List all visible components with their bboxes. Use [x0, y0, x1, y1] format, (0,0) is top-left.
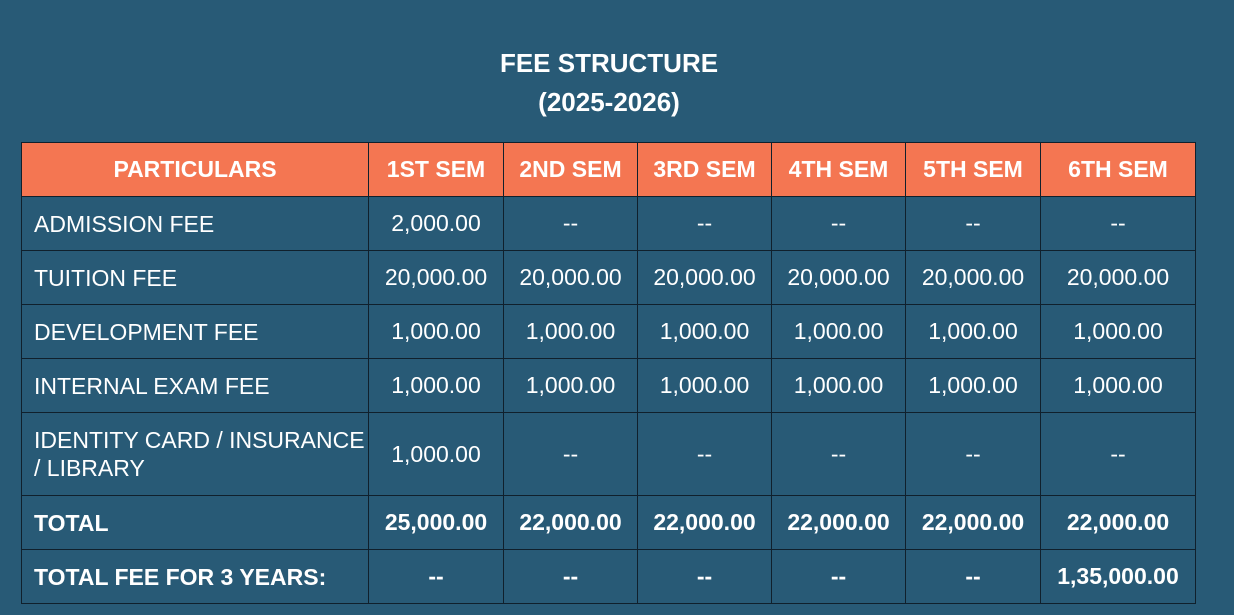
cell-sem-4: 1,000.00 — [771, 304, 906, 359]
cell-sem-1: 25,000.00 — [368, 495, 504, 550]
row-internal-exam-fee: INTERNAL EXAM FEE 1,000.00 1,000.00 1,00… — [21, 358, 1196, 413]
cell-sem-5: -- — [905, 196, 1041, 251]
header-particulars: PARTICULARS — [21, 142, 369, 197]
row-development-fee: DEVELOPMENT FEE 1,000.00 1,000.00 1,000.… — [21, 304, 1196, 359]
cell-sem-2: -- — [503, 196, 638, 251]
row-label: DEVELOPMENT FEE — [21, 304, 369, 359]
cell-sem-6: 1,35,000.00 — [1040, 549, 1196, 604]
cell-sem-3: 20,000.00 — [637, 250, 772, 305]
cell-sem-1: 1,000.00 — [368, 412, 504, 496]
cell-sem-3: 1,000.00 — [637, 358, 772, 413]
cell-sem-2: -- — [503, 549, 638, 604]
cell-sem-2: -- — [503, 412, 638, 496]
row-label: INTERNAL EXAM FEE — [21, 358, 369, 413]
row-total: TOTAL 25,000.00 22,000.00 22,000.00 22,0… — [21, 495, 1196, 550]
title-year: (2025-2026) — [538, 87, 680, 117]
cell-sem-4: 22,000.00 — [771, 495, 906, 550]
cell-sem-5: 20,000.00 — [905, 250, 1041, 305]
header-sem-4: 4TH SEM — [771, 142, 906, 197]
header-sem-1: 1ST SEM — [368, 142, 504, 197]
cell-sem-2: 22,000.00 — [503, 495, 638, 550]
cell-sem-1: 1,000.00 — [368, 358, 504, 413]
row-label: IDENTITY CARD / INSURANCE / LIBRARY — [21, 412, 369, 496]
header-sem-2: 2ND SEM — [503, 142, 638, 197]
cell-sem-5: 22,000.00 — [905, 495, 1041, 550]
row-admission-fee: ADMISSION FEE 2,000.00 -- -- -- -- -- — [21, 196, 1196, 251]
cell-sem-5: -- — [905, 412, 1041, 496]
cell-sem-2: 1,000.00 — [503, 358, 638, 413]
cell-sem-4: -- — [771, 196, 906, 251]
header-sem-6: 6TH SEM — [1040, 142, 1196, 197]
cell-sem-4: 20,000.00 — [771, 250, 906, 305]
cell-sem-2: 20,000.00 — [503, 250, 638, 305]
row-label: ADMISSION FEE — [21, 196, 369, 251]
cell-sem-3: -- — [637, 196, 772, 251]
row-identity-card-insurance-library: IDENTITY CARD / INSURANCE / LIBRARY 1,00… — [21, 412, 1196, 496]
cell-sem-6: 20,000.00 — [1040, 250, 1196, 305]
cell-sem-4: -- — [771, 549, 906, 604]
cell-sem-4: -- — [771, 412, 906, 496]
header-sem-5: 5TH SEM — [905, 142, 1041, 197]
cell-sem-4: 1,000.00 — [771, 358, 906, 413]
cell-sem-6: 1,000.00 — [1040, 358, 1196, 413]
row-total-fee-3-years: TOTAL FEE FOR 3 YEARS: -- -- -- -- -- 1,… — [21, 549, 1196, 604]
cell-sem-6: 22,000.00 — [1040, 495, 1196, 550]
cell-sem-6: -- — [1040, 412, 1196, 496]
row-label: TOTAL — [21, 495, 369, 550]
cell-sem-6: -- — [1040, 196, 1196, 251]
cell-sem-3: 22,000.00 — [637, 495, 772, 550]
cell-sem-1: 20,000.00 — [368, 250, 504, 305]
title-main: FEE STRUCTURE — [499, 48, 719, 78]
page-title: FEE STRUCTURE (2025-2026) — [0, 44, 1218, 122]
header-sem-3: 3RD SEM — [637, 142, 772, 197]
cell-sem-6: 1,000.00 — [1040, 304, 1196, 359]
table-header-row: PARTICULARS 1ST SEM 2ND SEM 3RD SEM 4TH … — [21, 142, 1196, 197]
cell-sem-1: -- — [368, 549, 504, 604]
cell-sem-3: 1,000.00 — [637, 304, 772, 359]
cell-sem-3: -- — [637, 412, 772, 496]
cell-sem-2: 1,000.00 — [503, 304, 638, 359]
cell-sem-5: -- — [905, 549, 1041, 604]
row-label: TUITION FEE — [21, 250, 369, 305]
cell-sem-3: -- — [637, 549, 772, 604]
cell-sem-1: 2,000.00 — [368, 196, 504, 251]
cell-sem-5: 1,000.00 — [905, 358, 1041, 413]
cell-sem-5: 1,000.00 — [905, 304, 1041, 359]
row-tuition-fee: TUITION FEE 20,000.00 20,000.00 20,000.0… — [21, 250, 1196, 305]
fee-structure-table: PARTICULARS 1ST SEM 2ND SEM 3RD SEM 4TH … — [21, 142, 1196, 604]
cell-sem-1: 1,000.00 — [368, 304, 504, 359]
row-label: TOTAL FEE FOR 3 YEARS: — [21, 549, 369, 604]
